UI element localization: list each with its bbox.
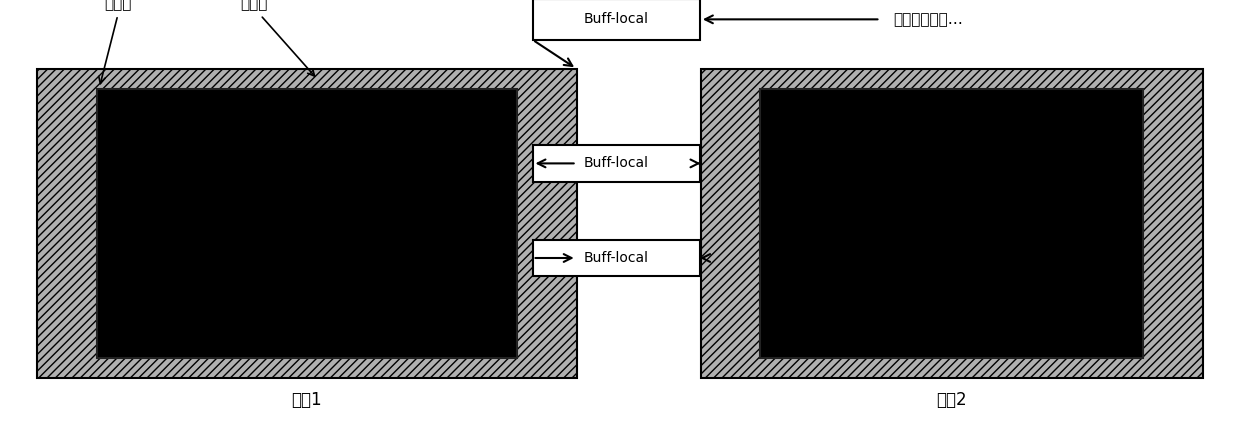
Bar: [97, 89, 517, 358]
Bar: [701, 69, 1203, 378]
Bar: [533, 145, 699, 181]
Bar: [533, 240, 699, 276]
Text: Buff-local: Buff-local: [584, 251, 649, 265]
Text: 节点2: 节点2: [936, 391, 967, 409]
Text: Buff-local: Buff-local: [584, 157, 649, 170]
Text: 边界区: 边界区: [241, 0, 268, 11]
Text: Buff-local: Buff-local: [584, 12, 649, 26]
Bar: [37, 69, 577, 378]
Bar: [760, 89, 1143, 358]
Text: 其他邻近节点…: 其他邻近节点…: [893, 12, 962, 27]
Text: 节点1: 节点1: [291, 391, 322, 409]
Text: 缓冲区: 缓冲区: [104, 0, 131, 11]
Bar: [533, 0, 699, 40]
